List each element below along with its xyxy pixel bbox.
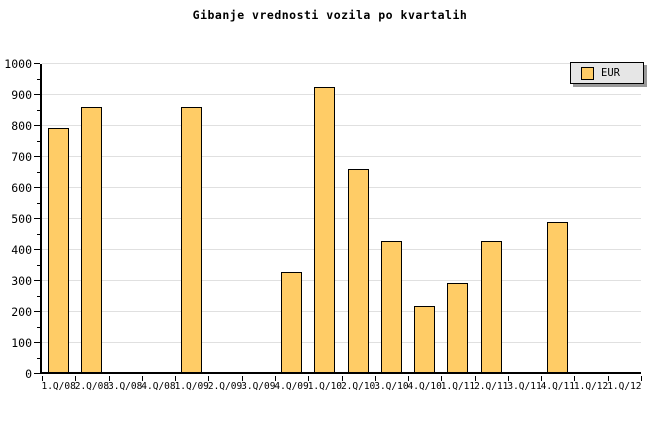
y-tick-minor-550 — [37, 202, 40, 204]
x-axis-label-2: 3.Q/08 — [108, 381, 143, 392]
x-tick-5 — [208, 376, 209, 381]
y-tick-major-600 — [34, 187, 40, 188]
x-tick-16 — [574, 376, 575, 381]
bar-2.Q/08 — [81, 107, 102, 374]
gridline-700 — [42, 156, 641, 157]
x-tick-15 — [541, 376, 542, 381]
bar-2.Q/10 — [348, 169, 369, 374]
x-tick-3 — [142, 376, 143, 381]
x-axis-label-4: 1.Q/09 — [174, 381, 209, 392]
y-axis-label-800: 800 — [11, 119, 32, 133]
y-tick-minor-750 — [37, 140, 40, 142]
y-axis-label-700: 700 — [11, 150, 32, 164]
x-axis-label-11: 4.Q/10 — [407, 381, 442, 392]
y-axis-label-900: 900 — [11, 88, 32, 102]
x-tick-13 — [475, 376, 476, 381]
x-tick-17 — [608, 376, 609, 381]
x-axis-label-5: 2.Q/09 — [207, 381, 243, 392]
bar-1.Q/10 — [314, 87, 335, 374]
y-tick-minor-450 — [37, 233, 40, 235]
gridline-200 — [42, 311, 641, 312]
gridline-600 — [42, 187, 641, 188]
x-tick-6 — [242, 376, 243, 381]
y-tick-major-700 — [34, 156, 40, 157]
x-tick-14 — [508, 376, 509, 381]
gridline-900 — [42, 94, 641, 95]
y-tick-minor-350 — [37, 264, 40, 266]
y-tick-minor-950 — [37, 78, 40, 80]
x-tick-11 — [408, 376, 409, 381]
x-tick-0 — [42, 376, 43, 381]
y-tick-major-1000 — [34, 63, 40, 64]
x-tick-8 — [308, 376, 309, 381]
x-axis-label-3: 4.Q/08 — [141, 381, 176, 392]
y-axis-label-100: 100 — [11, 336, 32, 350]
x-tick-7 — [275, 376, 276, 381]
y-axis-label-0: 0 — [25, 367, 32, 381]
x-axis-label-16: 1.Q/12 — [573, 381, 609, 392]
y-axis-label-200: 200 — [11, 305, 32, 319]
y-tick-major-0 — [34, 373, 40, 374]
y-axis-label-500: 500 — [11, 212, 32, 226]
y-tick-major-200 — [34, 311, 40, 312]
gridline-1000 — [42, 63, 641, 64]
legend-swatch-eur — [581, 66, 594, 80]
x-axis-line — [40, 372, 641, 374]
x-axis-label-14: 3.Q/11 — [507, 381, 542, 392]
y-tick-minor-850 — [37, 109, 40, 111]
bar-1.Q/09 — [181, 107, 202, 374]
y-tick-major-400 — [34, 249, 40, 250]
y-axis-label-300: 300 — [11, 274, 32, 288]
x-axis-label-8: 1.Q/10 — [307, 381, 343, 392]
gridline-800 — [42, 125, 641, 126]
bar-3.Q/10 — [381, 241, 402, 374]
y-tick-minor-150 — [37, 326, 40, 328]
bar-2.Q/11 — [481, 241, 502, 374]
y-tick-minor-250 — [37, 295, 40, 297]
bar-1.Q/11 — [447, 283, 468, 374]
x-tick-2 — [109, 376, 110, 381]
gridline-300 — [42, 280, 641, 281]
x-axis-label-7: 4.Q/09 — [274, 381, 309, 392]
x-axis-label-12: 1.Q/11 — [440, 381, 476, 392]
y-axis-label-600: 600 — [11, 181, 32, 195]
y-tick-major-100 — [34, 342, 40, 343]
x-tick-10 — [375, 376, 376, 381]
x-axis-label-6: 3.Q/09 — [241, 381, 276, 392]
gridline-500 — [42, 218, 641, 219]
y-tick-major-800 — [34, 125, 40, 126]
y-tick-minor-50 — [37, 357, 40, 359]
y-axis-label-1000: 1000 — [4, 57, 32, 71]
x-tick-4 — [175, 376, 176, 381]
y-tick-minor-650 — [37, 171, 40, 173]
x-axis-label-10: 3.Q/10 — [374, 381, 409, 392]
legend-series-label: EUR — [601, 67, 620, 79]
bar-4.Q/10 — [414, 306, 435, 374]
x-axis-label-9: 2.Q/10 — [340, 381, 376, 392]
bar-1.Q/08 — [48, 128, 69, 374]
y-tick-major-300 — [34, 280, 40, 281]
gridline-400 — [42, 249, 641, 250]
chart-title: Gibanje vrednosti vozila po kvartalih — [192, 8, 468, 22]
gridline-100 — [42, 342, 641, 343]
bar-4.Q/11 — [547, 222, 568, 374]
x-tick-9 — [342, 376, 343, 381]
x-axis-label-0: 1.Q/08 — [41, 381, 76, 392]
bar-4.Q/09 — [281, 272, 302, 374]
x-axis-label-15: 4.Q/11 — [540, 381, 575, 392]
plot-area: 0 100 200 300 400 500 600 700 800 900 1000 1.Q/08 2.… — [4, 58, 642, 392]
x-axis-label-17: 1.Q/12 — [607, 381, 642, 392]
y-tick-major-500 — [34, 218, 40, 219]
x-axis-label-13: 2.Q/11 — [474, 381, 509, 392]
x-tick-12 — [441, 376, 442, 381]
y-axis-label-400: 400 — [11, 243, 32, 257]
x-tick-18 — [641, 376, 642, 381]
legend: EUR — [570, 62, 644, 84]
x-tick-1 — [75, 376, 76, 381]
x-axis-label-1: 2.Q/08 — [74, 381, 110, 392]
y-axis-line — [40, 64, 42, 374]
y-tick-major-900 — [34, 94, 40, 95]
